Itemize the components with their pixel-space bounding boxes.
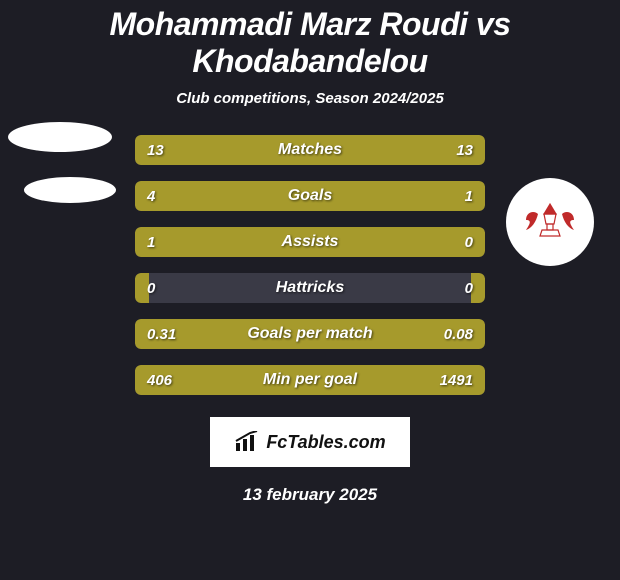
stat-row: 00Hattricks — [135, 273, 485, 303]
stat-fill-right — [310, 135, 485, 165]
stat-fill-right — [471, 273, 485, 303]
left-team-shape-2 — [24, 177, 116, 203]
stat-fill-left — [135, 319, 405, 349]
stat-fill-right — [471, 227, 485, 257]
trophy-icon — [520, 200, 580, 244]
stat-fill-right — [405, 181, 486, 211]
stat-fill-right — [216, 365, 486, 395]
stat-fill-left — [135, 135, 310, 165]
stat-fill-left — [135, 365, 216, 395]
brand-text: FcTables.com — [266, 432, 385, 453]
page-title: Mohammadi Marz Roudi vs Khodabandelou — [0, 0, 620, 80]
stat-fill-left — [135, 273, 149, 303]
stat-row: 10Assists — [135, 227, 485, 257]
stat-row: 1313Matches — [135, 135, 485, 165]
stat-row: 4061491Min per goal — [135, 365, 485, 395]
stat-fill-right — [405, 319, 486, 349]
brand-chart-icon — [234, 431, 260, 453]
stat-fill-left — [135, 227, 471, 257]
stat-fill-left — [135, 181, 405, 211]
subtitle: Club competitions, Season 2024/2025 — [0, 90, 620, 107]
stat-label: Hattricks — [135, 273, 485, 303]
stats-area: 1313Matches 41Goals 10Assists 00Hattricks 0.… — [0, 135, 620, 395]
right-team-logo — [506, 178, 594, 266]
left-team-shape-1 — [8, 122, 112, 152]
stat-bars: 1313Matches 41Goals 10Assists 00Hattricks 0.… — [135, 135, 485, 395]
stat-row: 0.310.08Goals per match — [135, 319, 485, 349]
brand-box: FcTables.com — [210, 417, 410, 467]
date: 13 february 2025 — [0, 485, 620, 505]
stat-row: 41Goals — [135, 181, 485, 211]
